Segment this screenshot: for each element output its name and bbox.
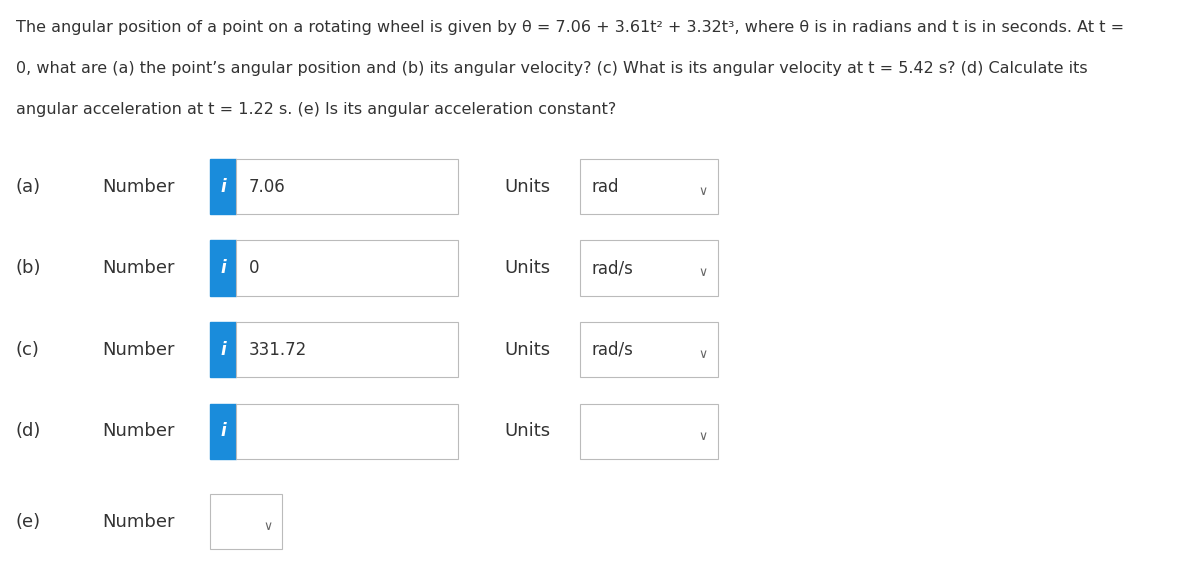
Text: ∨: ∨ [698,430,708,442]
Text: Number: Number [102,513,174,531]
Text: i: i [221,341,226,359]
FancyBboxPatch shape [580,240,718,296]
FancyBboxPatch shape [236,403,458,459]
Text: i: i [221,178,226,195]
Text: Number: Number [102,178,174,195]
Text: Number: Number [102,341,174,359]
Text: 7.06: 7.06 [248,178,286,195]
Text: i: i [221,259,226,277]
FancyBboxPatch shape [210,240,236,296]
Text: 0, what are (a) the point’s angular position and (b) its angular velocity? (c) W: 0, what are (a) the point’s angular posi… [16,61,1087,76]
Text: ∨: ∨ [698,348,708,361]
Text: 331.72: 331.72 [248,341,307,359]
FancyBboxPatch shape [210,494,282,549]
Text: Units: Units [504,178,550,195]
Text: Units: Units [504,259,550,277]
Text: rad/s: rad/s [592,341,634,359]
Text: rad/s: rad/s [592,259,634,277]
Text: (e): (e) [16,513,41,531]
Text: 0: 0 [248,259,259,277]
Text: ∨: ∨ [698,266,708,279]
FancyBboxPatch shape [580,322,718,378]
Text: Units: Units [504,423,550,440]
Text: (b): (b) [16,259,41,277]
FancyBboxPatch shape [210,403,236,459]
Text: Units: Units [504,341,550,359]
Text: Number: Number [102,259,174,277]
Text: (c): (c) [16,341,40,359]
FancyBboxPatch shape [210,159,236,214]
FancyBboxPatch shape [236,240,458,296]
FancyBboxPatch shape [580,159,718,214]
Text: ∨: ∨ [263,520,272,533]
Text: (a): (a) [16,178,41,195]
FancyBboxPatch shape [210,322,236,378]
FancyBboxPatch shape [580,403,718,459]
Text: i: i [221,423,226,440]
Text: (d): (d) [16,423,41,440]
Text: angular acceleration at t = 1.22 s. (e) Is its angular acceleration constant?: angular acceleration at t = 1.22 s. (e) … [16,102,616,117]
Text: Number: Number [102,423,174,440]
Text: rad: rad [592,178,619,195]
FancyBboxPatch shape [236,322,458,378]
FancyBboxPatch shape [236,159,458,214]
Text: The angular position of a point on a rotating wheel is given by θ = 7.06 + 3.61t: The angular position of a point on a rot… [16,20,1123,36]
Text: ∨: ∨ [698,185,708,198]
